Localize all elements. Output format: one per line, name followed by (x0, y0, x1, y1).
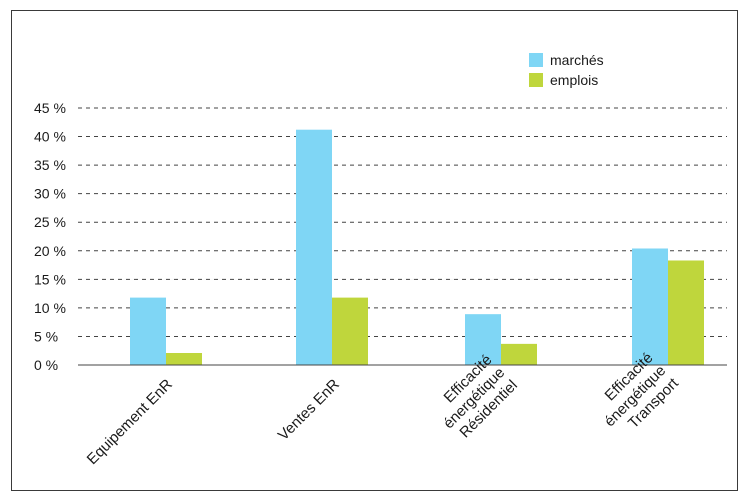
y-tick-label: 40 % (34, 129, 66, 145)
bar-marches-1 (296, 129, 332, 365)
gridlines (78, 107, 727, 337)
y-tick-label: 35 % (34, 157, 66, 173)
y-tick-label: 0 % (34, 357, 58, 373)
legend-label: marchés (550, 52, 604, 68)
x-category-label: Equipement EnR (84, 376, 176, 468)
bar-emplois-2 (501, 343, 537, 365)
legend-swatch (529, 53, 543, 67)
bar-emplois-0 (166, 353, 202, 365)
y-tick-label: 15 % (34, 271, 66, 287)
y-axis-ticks: 0 % 5 % 10 % 15 % 20 % 25 % 30 % 35 % 40 % 45 % (34, 100, 66, 373)
y-tick-label: 45 % (34, 100, 66, 116)
bar-marches-3 (632, 248, 668, 365)
y-tick-label: 5 % (34, 328, 58, 344)
bar-marches-0 (130, 297, 166, 365)
bar-marches-2 (465, 314, 501, 365)
y-tick-label: 20 % (34, 243, 66, 259)
bar-emplois-3 (668, 260, 704, 365)
legend-swatch (529, 73, 543, 87)
y-tick-label: 30 % (34, 186, 66, 202)
category-labels: Equipement EnR Ventes EnR Efficacitéénergé… (84, 349, 683, 468)
bar-emplois-1 (332, 297, 368, 365)
bars (130, 129, 704, 365)
y-tick-label: 10 % (34, 300, 66, 316)
y-tick-label: 25 % (34, 214, 66, 230)
legend: marchés emplois (529, 52, 604, 88)
x-category-label: Ventes EnR (275, 376, 343, 444)
legend-label: emplois (550, 72, 598, 88)
